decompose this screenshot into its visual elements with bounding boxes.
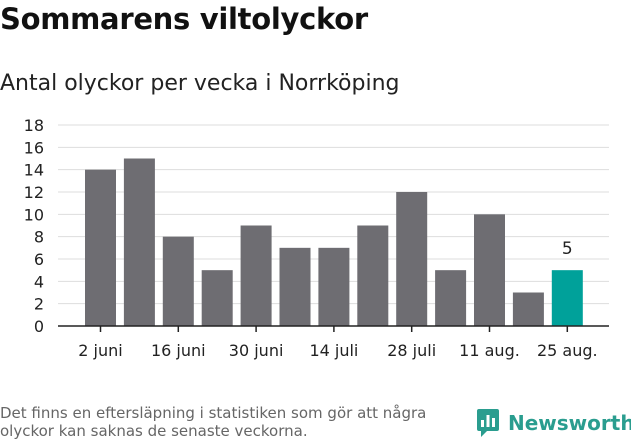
bar: [201, 270, 233, 326]
bar: [512, 292, 544, 326]
bar: [357, 225, 389, 326]
x-tick-label: 2 juni: [78, 341, 122, 360]
bar: [162, 236, 194, 326]
footnote: Det finns en eftersläpning i statistiken…: [0, 404, 427, 440]
bar: [279, 247, 311, 326]
x-tick-label: 30 juni: [229, 341, 284, 360]
y-tick-label: 16: [24, 138, 44, 157]
y-tick-label: 12: [24, 183, 44, 202]
brand-name: Newsworthy: [508, 411, 631, 435]
x-tick-label: 16 juni: [151, 341, 206, 360]
bar: [85, 169, 116, 326]
bar-chart-speech-bubble-icon: [477, 409, 499, 437]
y-tick-label: 2: [34, 295, 44, 314]
x-tick-label: 14 juli: [309, 341, 358, 360]
chart-title: Sommarens viltolyckor: [0, 2, 368, 36]
y-tick-label: 18: [24, 116, 44, 135]
bar: [240, 225, 272, 326]
y-tick-label: 0: [34, 317, 44, 336]
x-tick-label: 11 aug.: [459, 341, 520, 360]
y-tick-label: 4: [34, 272, 44, 291]
x-tick-label: 25 aug.: [537, 341, 598, 360]
y-tick-label: 10: [24, 205, 44, 224]
y-tick-label: 8: [34, 228, 44, 247]
chart-subtitle: Antal olyckor per vecka i Norrköping: [0, 71, 400, 96]
y-tick-label: 6: [34, 250, 44, 269]
bar: [551, 270, 583, 326]
bar: [435, 270, 467, 326]
bar-chart: 0 2 4 6 8 10 12 14 16 18 2 juni 16 juni 30 juni 14 ju…: [24, 116, 609, 360]
bar: [318, 247, 350, 326]
bar: [396, 192, 428, 326]
brand-logo: Newsworthy: [476, 408, 631, 438]
bar: [123, 158, 155, 326]
y-tick-label: 14: [24, 161, 44, 180]
bar: [474, 214, 505, 326]
data-label: 5: [562, 239, 573, 259]
x-tick-label: 28 juli: [387, 341, 436, 360]
